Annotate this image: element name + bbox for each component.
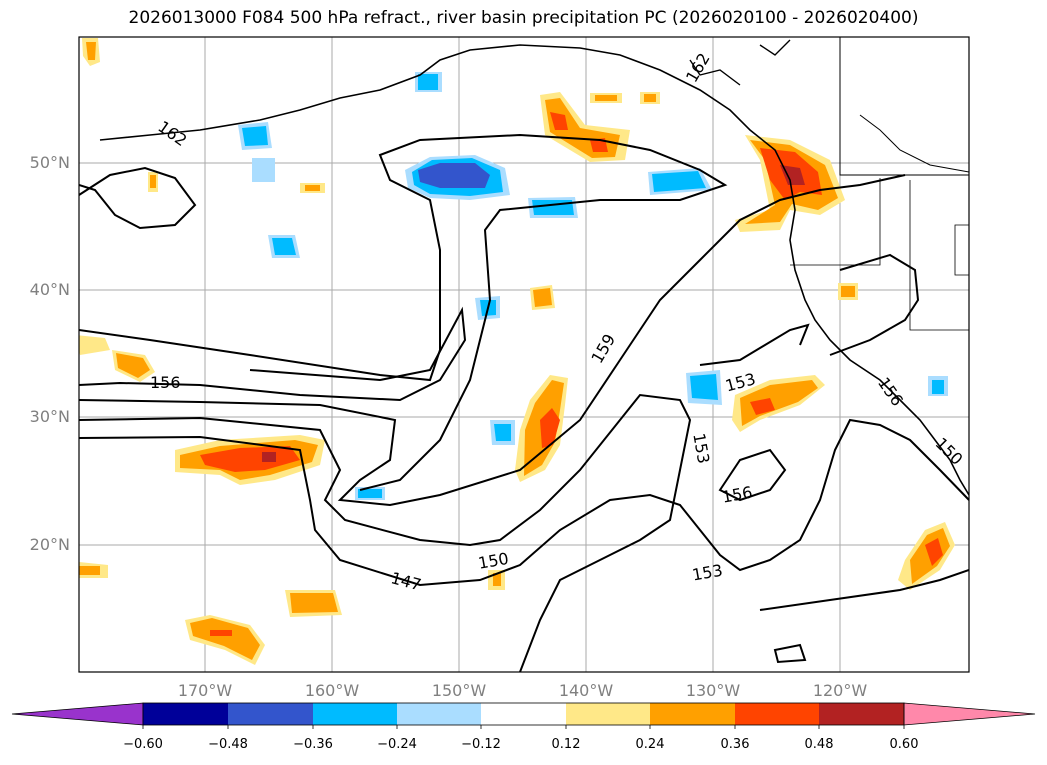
contour-159 — [79, 174, 906, 507]
lat-label-20n: 20°N — [29, 535, 70, 554]
map-background — [79, 37, 969, 672]
colorbar-tick: 0.12 — [551, 737, 581, 752]
colorbar-swatch — [566, 703, 650, 725]
contour-156 — [79, 133, 728, 491]
colorbar-tick: 0.24 — [635, 737, 665, 752]
colorbar-swatch — [397, 703, 481, 725]
map-frame — [78, 36, 970, 673]
colorbar-swatch — [650, 703, 735, 725]
colorbar-swatch — [143, 703, 228, 725]
colorbar-tick: 0.48 — [804, 737, 834, 752]
colorbar-tick: −0.48 — [208, 737, 248, 752]
pacific-coast — [99, 44, 969, 496]
contour-label: 156 — [150, 373, 181, 392]
lat-label-30n: 30°N — [29, 407, 70, 426]
contour-153-north — [699, 323, 810, 366]
colorbar-swatch — [313, 703, 397, 725]
lon-label-170w: 170°W — [177, 681, 233, 700]
contour-156-closed — [718, 448, 787, 502]
colorbar-tick: −0.24 — [377, 737, 417, 752]
colorbar-swatch — [819, 703, 904, 725]
colorbar-tick: −0.12 — [461, 737, 501, 752]
lon-label-140w: 140°W — [558, 681, 614, 700]
coastlines — [99, 37, 969, 496]
lon-label-130w: 130°W — [685, 681, 741, 700]
colorbar-swatch — [228, 703, 313, 725]
colorbar-extend-low — [11, 702, 144, 726]
contour-162-west — [79, 166, 197, 230]
negative-anomaly-fields — [238, 72, 948, 500]
lon-label-150w: 150°W — [431, 681, 487, 700]
contour-150 — [79, 418, 969, 587]
contour-baja — [829, 253, 920, 356]
lat-label-40n: 40°N — [29, 280, 70, 299]
map-title: 2026013000 F084 500 hPa refract., river … — [128, 8, 919, 28]
colorbar-swatch — [735, 703, 819, 725]
contour-153 — [79, 393, 692, 672]
contour-153-south — [759, 569, 969, 611]
colorbar-tick: 0.60 — [889, 737, 919, 752]
lat-label-50n: 50°N — [29, 153, 70, 172]
positive-anomaly-fields — [79, 38, 955, 665]
colorbar — [11, 702, 1036, 729]
colorbar-extend-high — [903, 702, 1036, 726]
colorbar-tick: −0.60 — [123, 737, 163, 752]
colorbar-tick: 0.36 — [720, 737, 750, 752]
canada-border — [839, 37, 969, 176]
lon-label-120w: 120°W — [812, 681, 868, 700]
contour-156-inner — [79, 306, 467, 402]
contour-small-closed — [773, 643, 807, 664]
refractivity-contours — [79, 133, 969, 672]
colorbar-swatch — [481, 703, 566, 725]
colorbar-tick: −0.36 — [293, 737, 333, 752]
lon-label-160w: 160°W — [304, 681, 360, 700]
